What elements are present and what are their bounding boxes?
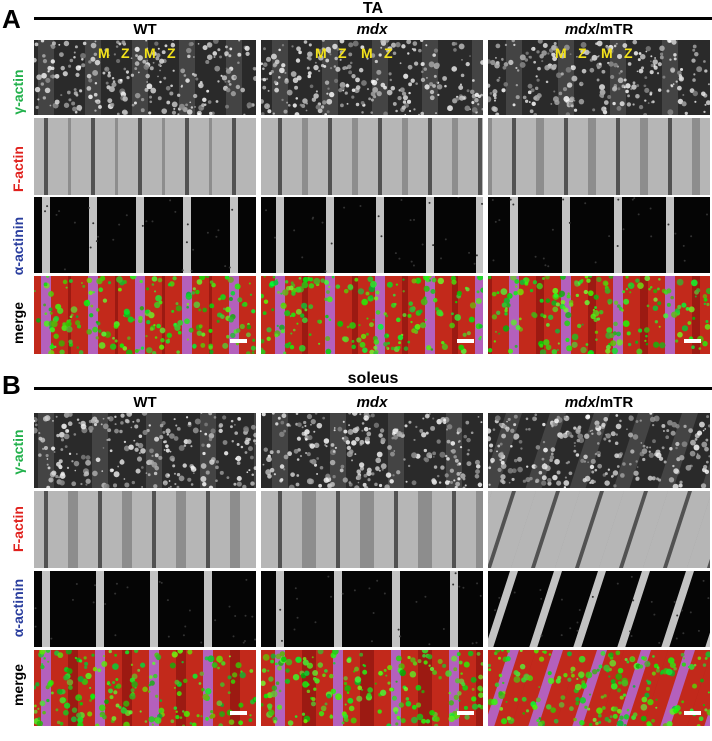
mz-label: Z	[167, 45, 176, 61]
panel-a-tile-r3-c1	[34, 197, 256, 273]
panel-b-tile-r1-c1	[34, 413, 256, 488]
mz-label: M	[315, 45, 327, 61]
panel-b-tile-r2-c1	[34, 491, 256, 568]
panel-a-tile-r1-c2	[261, 40, 483, 115]
panel-a-row-merge: merge	[10, 301, 26, 345]
mz-label: M	[98, 45, 110, 61]
panel-a-tile-r1-c3	[488, 40, 710, 115]
mz-label: Z	[121, 45, 130, 61]
panel-a-tile-r2-c2	[261, 118, 483, 195]
panel-b-tile-r3-c3	[488, 571, 710, 647]
panel-b-tile-r1-c3	[488, 413, 710, 488]
panel-b-tile-r4-c1	[34, 650, 256, 726]
panel-b-tile-r3-c1	[34, 571, 256, 647]
panel-b-tile-r4-c3	[488, 650, 710, 726]
panel-a-rule	[34, 17, 712, 20]
panel-b-tile-r2-c3	[488, 491, 710, 568]
panel-a-col-wt: WT	[133, 21, 157, 38]
panel-a-tile-r3-c3	[488, 197, 710, 273]
panel-a-tile-r2-c3	[488, 118, 710, 195]
panel-a-letter: A	[2, 4, 21, 34]
panel-b-tile-r4-c2	[261, 650, 483, 726]
panel-a-tile-r2-c1	[34, 118, 256, 195]
panel-a-col-mdx-mtr: mdx/mTR	[564, 21, 634, 38]
panel-a-tile-r4-c3	[488, 276, 710, 354]
panel-a-tile-r4-c2	[261, 276, 483, 354]
panel-b-tile-r3-c2	[261, 571, 483, 647]
panel-a-tile-r1-c1	[34, 40, 256, 115]
mz-label: M	[555, 45, 567, 61]
panel-a-tile-r4-c1	[34, 276, 256, 354]
panel-b-title: soleus	[347, 370, 399, 387]
panel-b-col-mdx-mtr: mdx/mTR	[564, 394, 634, 411]
mz-label: Z	[578, 45, 587, 61]
panel-b-tile-r2-c2	[261, 491, 483, 568]
mz-label: M	[144, 45, 156, 61]
panel-b-tile-r1-c2	[261, 413, 483, 488]
panel-b-letter: B	[2, 370, 21, 400]
mz-label: M	[361, 45, 373, 61]
mz-label: Z	[338, 45, 347, 61]
panel-a-col-mdx: mdx	[356, 21, 388, 38]
panel-b-col-wt: WT	[133, 394, 157, 411]
panel-b-col-mdx: mdx	[356, 394, 388, 411]
panel-a-title: TA	[362, 0, 384, 17]
panel-b-rule	[34, 387, 712, 390]
panel-a-tile-r3-c2	[261, 197, 483, 273]
mz-label: Z	[624, 45, 633, 61]
mz-label: M	[601, 45, 613, 61]
mz-label: Z	[384, 45, 393, 61]
panel-b-row-merge: merge	[10, 663, 26, 707]
